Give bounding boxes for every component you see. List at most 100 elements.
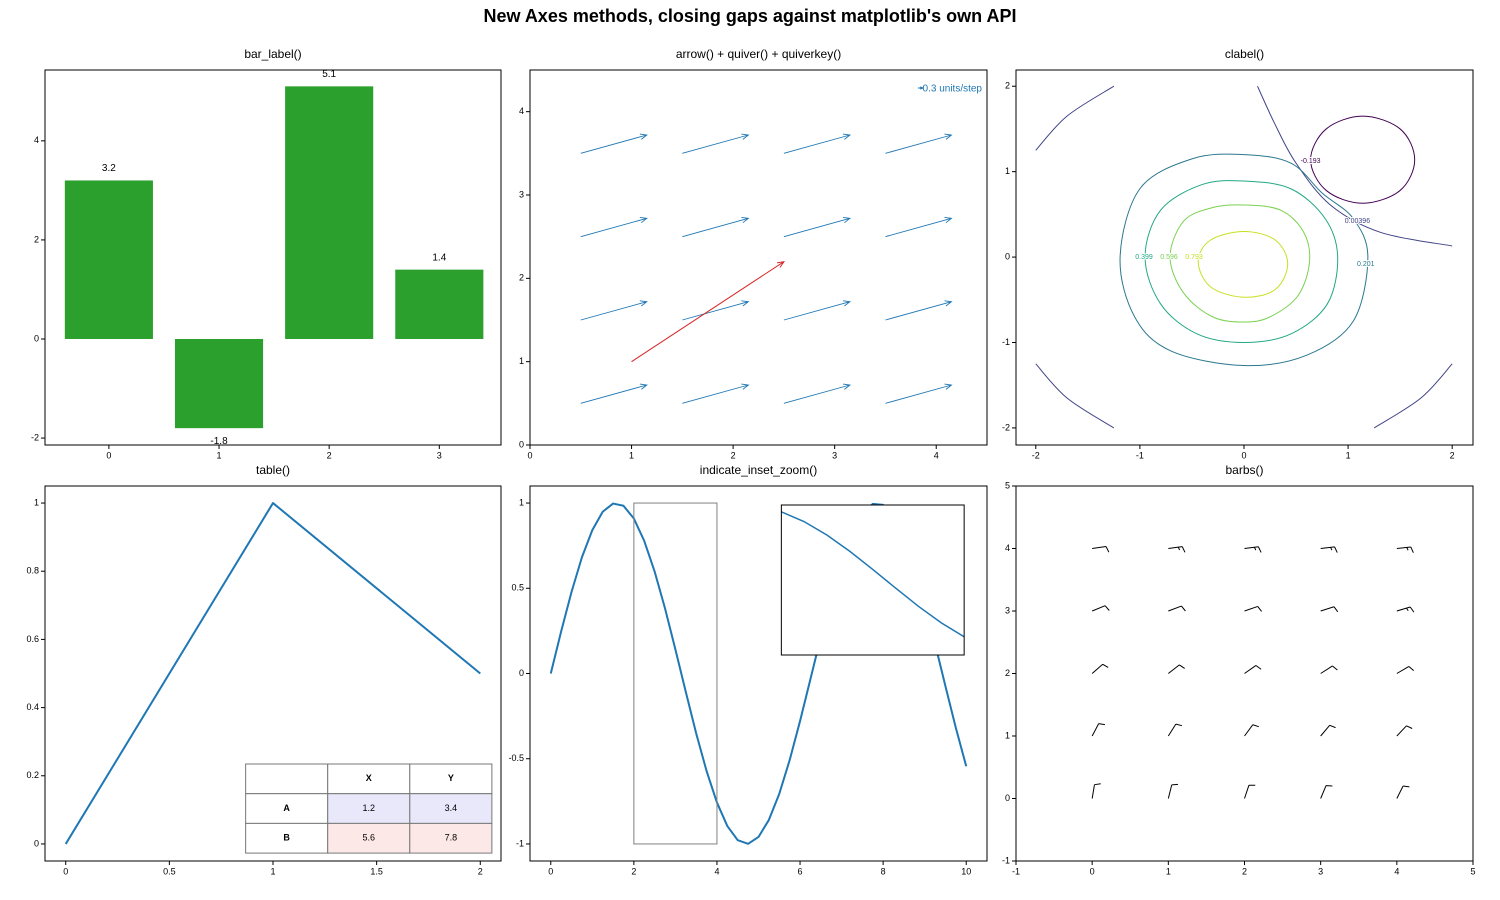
x-tick-label: 8 [881,866,886,876]
table-cell-value: 5.6 [363,833,376,843]
quiver-arrow [885,300,953,321]
y-tick-label: 0.4 [26,702,39,712]
bar [64,180,153,339]
figure-title: New Axes methods, closing gaps against m… [483,6,1016,26]
barb [1396,546,1414,553]
line [64,502,481,845]
table-cell [327,793,411,824]
barb [1396,785,1410,799]
y-tick-label: 0 [1005,793,1010,803]
barb [1320,606,1339,613]
inset-axes-frame [780,504,965,656]
axes-background [1016,70,1473,445]
y-tick-label: 1 [34,497,39,507]
table-col-label: X [366,773,372,783]
quiver-arrow [682,300,750,321]
x-tick-label: 3 [1318,866,1323,876]
barb [1091,605,1110,612]
contour-line [1197,230,1289,298]
y-tick-label: 1 [1005,166,1010,176]
x-tick-label: 1.5 [370,866,383,876]
table-cell [327,763,411,795]
contour-line [1310,115,1416,204]
x-tick-label: 3 [437,450,442,460]
quiver-arrow [580,383,648,404]
y-tick-label: 4 [1005,543,1010,553]
quiver-arrow [580,133,648,154]
barb [1396,725,1413,737]
bar [174,338,264,429]
table-row-label: A [283,803,290,813]
x-tick-label: 0 [106,450,111,460]
y-tick-label: 2 [1005,81,1010,91]
x-tick-label: 3 [832,450,837,460]
y-tick-label: 1 [519,356,524,366]
x-tick-label: 4 [934,450,939,460]
contour-line [1035,363,1115,429]
x-tick-label: 1 [1166,866,1171,876]
y-tick-label: 2 [519,273,524,283]
y-tick-label: 0.5 [511,583,524,593]
quiver-arrow [783,133,852,154]
contour-label: 0.00396 [1345,218,1370,225]
contour-line [1373,363,1453,429]
x-tick-label: 2 [1242,866,1247,876]
table-cell-value: 7.8 [445,833,458,843]
quiver-arrow [783,383,852,404]
quiver-arrow [682,216,750,238]
x-tick-label: 1 [217,450,222,460]
axes-title: bar_label() [244,47,301,61]
table-col-label: Y [448,773,454,783]
contour-label: 0.201 [1357,261,1375,268]
y-tick-label: -0.5 [508,753,524,763]
quiver-arrow [885,383,953,404]
y-tick-label: 2 [1005,668,1010,678]
barb [1320,724,1336,737]
quiver-arrow [885,216,953,238]
y-tick-label: 0 [1005,251,1010,261]
x-tick-label: 1 [629,450,634,460]
y-tick-label: 1 [519,497,524,507]
barb [1320,546,1338,553]
y-tick-label: 5 [1005,480,1010,490]
x-tick-label: 2 [327,450,332,460]
contour-line [1169,204,1311,323]
barb [1168,605,1186,612]
y-tick-label: -1 [1002,855,1010,865]
barb [1091,783,1101,799]
x-tick-label: 2 [731,450,736,460]
axes-title: arrow() + quiver() + quiverkey() [676,47,841,61]
x-tick-label: 4 [1394,866,1399,876]
x-tick-label: 0 [63,866,68,876]
y-tick-label: -1 [516,838,524,848]
barb [1168,664,1185,674]
y-tick-label: 0.2 [26,770,39,780]
contour-line [1119,153,1369,367]
y-tick-label: 0 [34,333,39,343]
barb [1091,723,1106,737]
x-tick-label: 1 [1346,450,1351,460]
barb [1320,785,1333,799]
x-tick-label: 0 [1241,450,1246,460]
bar-value-label: 3.2 [102,163,116,174]
axes-background [530,70,987,445]
quiver-arrow [783,216,852,238]
x-tick-label: 0.5 [163,866,176,876]
x-tick-label: 6 [798,866,803,876]
axes-title: indicate_inset_zoom() [700,463,817,477]
axes-title: clabel() [1225,47,1264,61]
table-cell [409,793,493,824]
barb [1244,546,1262,553]
bar-value-label: -1.8 [210,436,228,447]
barb [1320,665,1338,674]
y-tick-label: 3 [1005,605,1010,615]
bar [395,269,484,339]
table-cell [409,763,493,795]
barb [1244,784,1256,799]
quiverkey-arrow [918,86,925,90]
x-tick-label: 0 [548,866,553,876]
x-tick-label: 2 [478,866,483,876]
y-tick-label: 0 [519,439,524,449]
x-tick-label: -1 [1012,866,1020,876]
